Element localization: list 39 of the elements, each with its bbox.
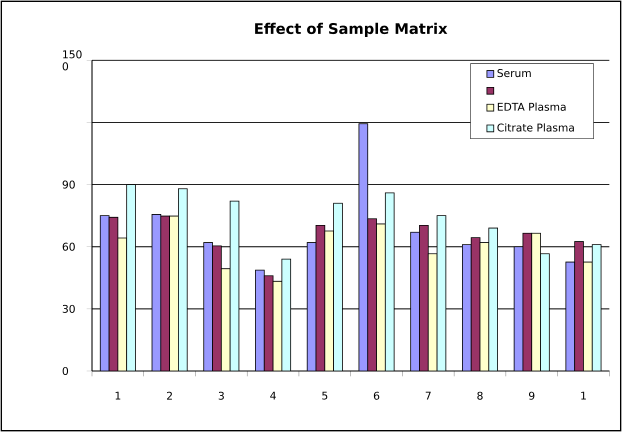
- x-tick-label: 1: [581, 392, 586, 400]
- x-tick-label: 3: [218, 392, 224, 400]
- x-tick-label: 8: [477, 392, 483, 400]
- bar: [220, 268, 231, 371]
- x-tick-label: 7: [426, 392, 431, 400]
- bar: [531, 232, 541, 371]
- bar: [212, 245, 222, 371]
- bar: [470, 237, 480, 371]
- x-tick-label: 4: [270, 392, 276, 400]
- y-tick-label: 30: [62, 304, 75, 313]
- bar: [108, 216, 118, 371]
- y-tick-label: 60: [62, 242, 75, 251]
- bar: [160, 216, 170, 371]
- y-tick-label: 150 0: [62, 50, 82, 70]
- legend-label: EDTA Plasma: [498, 102, 566, 111]
- bar: [169, 216, 179, 371]
- x-tick-label: 5: [322, 392, 328, 400]
- x-tick-label: 1: [116, 392, 120, 400]
- bar: [428, 253, 438, 371]
- bar: [574, 241, 584, 371]
- bar: [376, 224, 386, 371]
- legend-label: Serum: [498, 69, 531, 78]
- bar: [117, 238, 128, 371]
- bar: [316, 224, 326, 371]
- x-tick-label: 2: [166, 392, 172, 400]
- bar: [419, 224, 429, 371]
- bar: [272, 280, 282, 371]
- y-tick-label: 0: [62, 366, 68, 376]
- x-tick-label: 6: [374, 392, 380, 400]
- bar: [367, 218, 377, 371]
- chart-title: Effect of Sample Matrix: [255, 22, 448, 37]
- y-tick-label: 90: [62, 180, 75, 189]
- bar: [264, 275, 274, 371]
- bar: [583, 262, 593, 371]
- bar: [324, 230, 334, 371]
- bar: [522, 232, 532, 371]
- legend-label: Citrate Plasma: [497, 123, 574, 132]
- x-tick-label: 9: [529, 392, 534, 400]
- bar: [480, 242, 490, 371]
